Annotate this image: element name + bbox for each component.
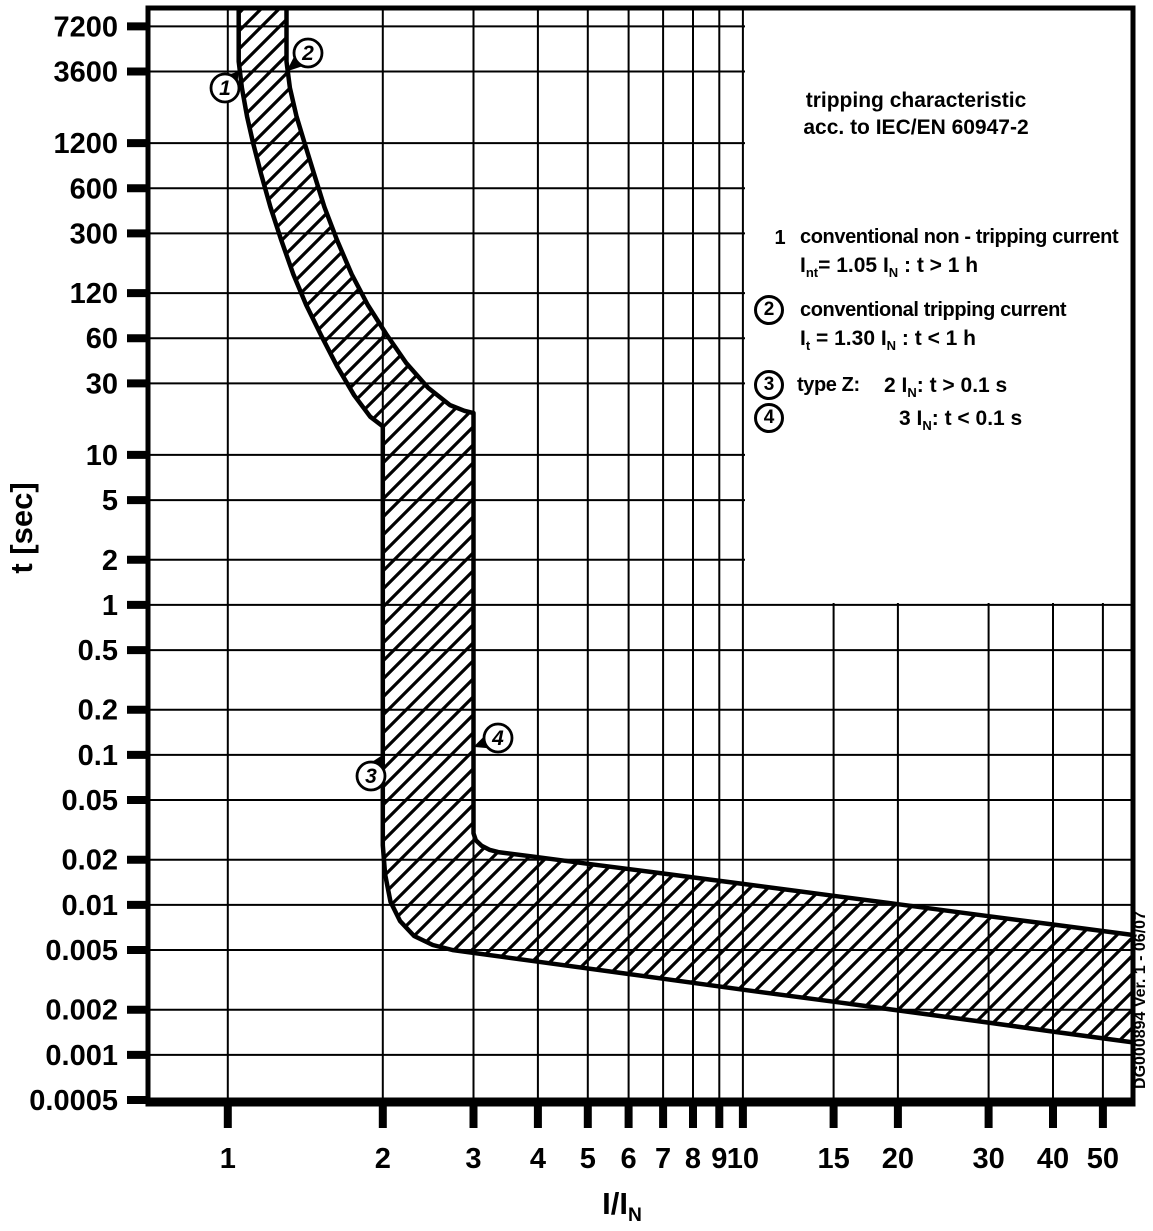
marker-arrow xyxy=(286,53,306,72)
curve-marker-3: 3 xyxy=(355,754,387,792)
marker-number: 2 xyxy=(301,42,314,65)
x-tick-label: 40 xyxy=(1037,1143,1069,1175)
curve-marker-1: 1 xyxy=(209,71,241,104)
legend-item-4-formula: 3 IN: t < 0.1 s xyxy=(899,407,1023,434)
y-tick-label: 1 xyxy=(102,590,118,622)
y-tick-label: 0.001 xyxy=(45,1040,118,1072)
y-tick-label: 0.1 xyxy=(78,740,118,772)
y-tick-label: 60 xyxy=(86,323,118,355)
x-tick-label: 7 xyxy=(655,1143,671,1175)
tolerance-band xyxy=(238,8,1133,1043)
y-tick-label: 0.02 xyxy=(62,845,118,877)
x-tick-label: 6 xyxy=(621,1143,637,1175)
x-tick-label: 50 xyxy=(1087,1143,1119,1175)
marker-number: 3 xyxy=(365,765,377,788)
y-tick-label: 0.002 xyxy=(45,995,118,1027)
y-tick-label: 1200 xyxy=(53,128,118,160)
document-number: DG000894 Ver. 1 - 06/07 xyxy=(1132,911,1149,1089)
curve-marker-2: 2 xyxy=(286,37,324,72)
legend-item-1-label: conventional non - tripping current xyxy=(800,226,1119,248)
annotation-line-2: acc. to IEC/EN 60947-2 xyxy=(803,116,1029,139)
y-tick-label: 7200 xyxy=(53,11,118,43)
y-tick-label: 0.2 xyxy=(78,695,118,727)
x-tick-label: 20 xyxy=(882,1143,914,1175)
y-tick-label: 10 xyxy=(86,440,118,472)
y-axis-ticks: 7200 3600 1200 600 300 120 60 30 10 5 2 1 0.5 0.2 0.1 0… xyxy=(29,11,149,1117)
legend-item-2-number: 2 xyxy=(754,295,784,325)
marker-circle xyxy=(482,722,514,754)
marker-circle xyxy=(355,760,387,792)
non-tripping-boundary-curve xyxy=(236,8,1134,1045)
y-tick-label: 0.005 xyxy=(45,935,118,967)
marker-circle xyxy=(292,37,324,69)
y-tick-label: 3600 xyxy=(53,57,118,89)
x-tick-label: 4 xyxy=(530,1143,546,1175)
legend-item-2-formula: It = 1.30 IN : t < 1 h xyxy=(800,327,977,354)
plot-frame xyxy=(145,5,1136,1107)
x-tick-label: 9 xyxy=(711,1143,727,1175)
x-axis-ticks: 1 2 3 4 5 6 7 8 9 10 15 20 30 40 50 xyxy=(220,1102,1119,1175)
y-tick-label: 0.5 xyxy=(78,635,118,667)
legend-item-1-number: 1 xyxy=(774,227,786,249)
marker-circle xyxy=(209,72,241,104)
y-tick-label: 30 xyxy=(86,368,118,400)
legend-item-3-number: 3 xyxy=(754,370,784,400)
x-tick-label: 10 xyxy=(727,1143,759,1175)
y-tick-label: 120 xyxy=(70,278,118,310)
standard-annotation: tripping characteristic acc. to IEC/EN 6… xyxy=(743,87,1089,141)
legend-item-3-label: type Z: xyxy=(797,374,860,396)
x-tick-label: 30 xyxy=(972,1143,1004,1175)
legend-panel xyxy=(745,10,1131,603)
y-tick-label: 0.05 xyxy=(62,785,118,817)
y-tick-label: 5 xyxy=(102,485,118,517)
marker-number: 4 xyxy=(491,727,504,750)
y-tick-label: 0.01 xyxy=(62,890,118,922)
marker-number: 1 xyxy=(219,77,231,100)
y-tick-label: 300 xyxy=(70,218,118,250)
x-tick-label: 3 xyxy=(465,1143,481,1175)
y-tick-label: 2 xyxy=(102,545,118,577)
legend-item-1-formula: Int= 1.05 IN : t > 1 h xyxy=(800,254,979,281)
x-tick-label: 8 xyxy=(685,1143,701,1175)
y-axis-title: t [sec] xyxy=(4,482,39,574)
legend-item-4-number: 4 xyxy=(754,403,784,433)
annotation-line-1: tripping characteristic xyxy=(805,89,1027,112)
x-tick-label: 5 xyxy=(580,1143,596,1175)
x-tick-label: 2 xyxy=(375,1143,391,1175)
tripping-boundary-curve xyxy=(284,8,1134,938)
y-tick-label: 0.0005 xyxy=(29,1085,118,1117)
x-tick-label: 1 xyxy=(220,1143,236,1175)
legend-item-3-formula: 2 IN: t > 0.1 s xyxy=(884,374,1008,401)
x-axis-title: I/IN xyxy=(602,1186,642,1227)
y-tick-label: 600 xyxy=(70,173,118,205)
legend-item-2-label: conventional tripping current xyxy=(800,299,1067,321)
x-tick-label: 15 xyxy=(817,1143,849,1175)
curve-marker-4: 4 xyxy=(473,722,514,754)
